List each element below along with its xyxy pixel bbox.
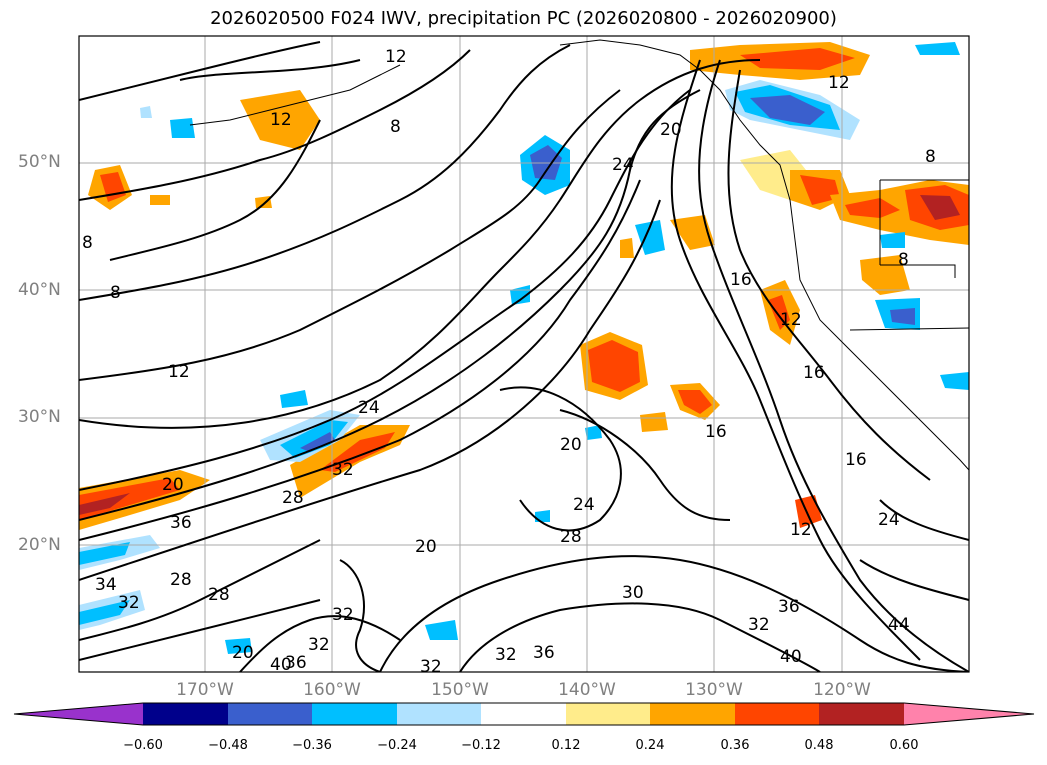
lat-label: 20°N <box>18 535 61 555</box>
contour-label: 32 <box>420 657 442 677</box>
map-title: 2026020500 F024 IWV, precipitation PC (2… <box>210 8 837 29</box>
colorbar-tick: 0.12 <box>551 738 581 753</box>
colorbar <box>13 702 1035 726</box>
colorbar-tick: −0.12 <box>461 738 501 753</box>
colorbar-bin <box>735 703 819 725</box>
colorbar-tick: −0.48 <box>208 738 248 753</box>
map-frame <box>78 35 970 673</box>
contour-label: 16 <box>803 363 825 383</box>
colorbar-bin <box>481 703 566 725</box>
colorbar-bin <box>650 703 735 725</box>
lat-label: 50°N <box>18 152 61 172</box>
contour-label: 16 <box>705 422 727 442</box>
contour-label: 32 <box>118 593 140 613</box>
contour-label: 16 <box>845 450 867 470</box>
contour-label: 20 <box>660 120 682 140</box>
graticule <box>79 36 969 672</box>
colorbar-tick: 0.36 <box>720 738 750 753</box>
lat-label: 40°N <box>18 280 61 300</box>
lat-label: 30°N <box>18 407 61 427</box>
coastlines <box>189 39 969 471</box>
colorbar-bin <box>228 703 312 725</box>
contour-label: 32 <box>308 635 330 655</box>
contour-label: 8 <box>110 283 121 303</box>
contour-label: 30 <box>622 583 644 603</box>
contour-label: 20 <box>415 537 437 557</box>
colorbar-bin <box>819 703 904 725</box>
contour-label: 24 <box>358 398 380 418</box>
contour-label: 12 <box>385 47 407 67</box>
colorbar-tick: −0.24 <box>377 738 417 753</box>
colorbar-bin <box>566 703 650 725</box>
contour-label: 8 <box>925 147 936 167</box>
contour-label: 36 <box>533 643 555 663</box>
precip-positive-areas <box>79 42 969 530</box>
contour-label: 16 <box>730 270 752 290</box>
colorbar-bin <box>397 703 481 725</box>
contour-label: 32 <box>495 645 517 665</box>
colorbar-tick: −0.60 <box>123 738 163 753</box>
contour-label: 32 <box>748 615 770 635</box>
contour-label: 20 <box>162 475 184 495</box>
colorbar-tick: 0.24 <box>635 738 665 753</box>
lon-label: 130°W <box>685 680 743 700</box>
contour-label: 40 <box>270 655 292 675</box>
contour-label: 8 <box>898 250 909 270</box>
lon-label: 170°W <box>176 680 234 700</box>
lon-label: 140°W <box>558 680 616 700</box>
iwv-contours <box>79 41 969 672</box>
contour-label: 12 <box>168 362 190 382</box>
contour-label: 28 <box>282 488 304 508</box>
contour-label: 40 <box>780 647 802 667</box>
contour-label: 28 <box>560 527 582 547</box>
precip-negative-areas <box>79 42 969 654</box>
contour-label: 24 <box>612 155 634 175</box>
lon-label: 120°W <box>813 680 871 700</box>
colorbar-tick: 0.60 <box>889 738 919 753</box>
contour-label: 36 <box>778 597 800 617</box>
lon-label: 150°W <box>431 680 489 700</box>
colorbar-tick: 0.48 <box>804 738 834 753</box>
contour-label: 8 <box>82 233 93 253</box>
contour-labels: 12 12 8 8 8 12 24 20 16 16 12 8 12 24 32… <box>82 47 936 677</box>
contour-label: 36 <box>170 513 192 533</box>
contour-label: 12 <box>780 310 802 330</box>
contour-label: 28 <box>208 585 230 605</box>
contour-label: 36 <box>285 653 307 673</box>
lon-label: 160°W <box>303 680 361 700</box>
map-canvas: 12 12 8 8 8 12 24 20 16 16 12 8 12 24 32… <box>79 36 969 677</box>
contour-label: 12 <box>828 73 850 93</box>
colorbar-tick: −0.36 <box>292 738 332 753</box>
colorbar-extend-high <box>904 703 1034 725</box>
colorbar-bin <box>312 703 397 725</box>
contour-label: 24 <box>573 495 595 515</box>
contour-label: 12 <box>790 520 812 540</box>
contour-label: 34 <box>95 575 117 595</box>
contour-label: 8 <box>390 117 401 137</box>
contour-label: 20 <box>560 435 582 455</box>
contour-label: 24 <box>878 510 900 530</box>
contour-label: 28 <box>170 570 192 590</box>
contour-label: 32 <box>332 460 354 480</box>
contour-label: 12 <box>270 110 292 130</box>
contour-label: 44 <box>888 615 910 635</box>
contour-label: 32 <box>332 605 354 625</box>
colorbar-bin <box>143 703 228 725</box>
colorbar-extend-low <box>14 703 143 725</box>
contour-label: 20 <box>232 643 254 663</box>
